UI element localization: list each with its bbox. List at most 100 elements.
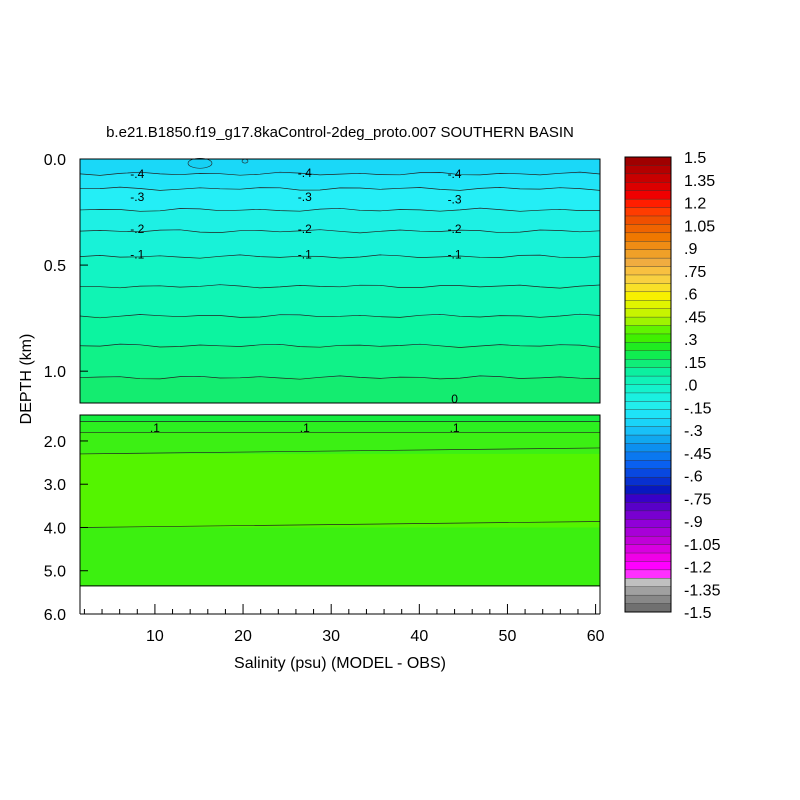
colorbar-label-20: -1.5 — [684, 605, 712, 622]
colorbar-swatch-4 — [624, 190, 672, 200]
upper-band-7 — [80, 316, 600, 347]
colorbar-swatch-11 — [624, 249, 672, 259]
colorbar-swatch-12 — [624, 257, 672, 268]
colorbar-swatch-3 — [624, 182, 672, 192]
contour-label-3: -.3 — [130, 190, 144, 204]
colorbar-frame — [624, 156, 672, 613]
lower-contour-3 — [79, 521, 601, 528]
contour-label-6: -.2 — [130, 222, 144, 236]
y-tick-label-lower-2: 4.0 — [44, 520, 66, 537]
colorbar-swatch-26 — [624, 375, 672, 385]
lower-band-2 — [80, 432, 600, 455]
colorbar-swatch-25 — [624, 367, 672, 377]
colorbar-label-4: .9 — [684, 241, 697, 258]
colorbar-swatch-10 — [624, 241, 672, 251]
upper-band-9 — [80, 377, 600, 404]
x-tick-label-3: 40 — [410, 628, 428, 645]
colorbar-swatch-30 — [624, 409, 672, 419]
y-tick-label-upper-0: 0.0 — [44, 152, 66, 169]
colorbar-swatch-5 — [624, 198, 672, 209]
contour-label-4: -.3 — [298, 190, 312, 204]
colorbar-swatch-18 — [624, 308, 672, 318]
upper-band-1 — [80, 173, 600, 190]
colorbar-swatch-28 — [624, 392, 672, 402]
contour-label-1: -.4 — [298, 166, 312, 180]
y-tick-label-lower-0: 2.0 — [44, 434, 66, 451]
colorbar-swatch-46 — [624, 544, 672, 554]
y-tick-label-lower-3: 5.0 — [44, 564, 66, 581]
colorbar-swatch-24 — [624, 359, 672, 369]
upper-band-6 — [80, 286, 600, 317]
colorbar-swatch-36 — [624, 460, 672, 470]
colorbar-swatch-35 — [624, 451, 672, 461]
upper-contour-4 — [79, 254, 601, 259]
surface-blob — [187, 157, 213, 169]
colorbar-swatch-0 — [624, 156, 672, 166]
lower-contour-2 — [79, 447, 601, 455]
contour-label-8: -.2 — [448, 222, 462, 236]
colorbar-swatch-17 — [624, 300, 672, 310]
colorbar-swatch-45 — [624, 535, 672, 546]
colorbar-label-1: 1.35 — [684, 173, 715, 190]
colorbar-swatch-43 — [624, 519, 672, 529]
upper-band-4 — [80, 231, 600, 258]
contour-label-0: -.4 — [130, 167, 144, 181]
upper-frame — [79, 158, 601, 404]
colorbar-swatch-15 — [624, 283, 672, 293]
colorbar-swatch-40 — [624, 493, 672, 503]
lower-band-0 — [80, 415, 600, 422]
contour-label-14: .1 — [300, 421, 310, 435]
colorbar-swatch-7 — [624, 215, 672, 225]
colorbar-label-5: .75 — [684, 264, 706, 281]
colorbar-swatch-42 — [624, 510, 672, 520]
lower-panel: .1 .1 .1 — [79, 414, 601, 587]
colorbar-swatch-20 — [624, 325, 672, 335]
colorbar-swatch-38 — [624, 476, 672, 487]
colorbar-label-14: -.6 — [684, 469, 703, 486]
colorbar-swatch-13 — [624, 266, 672, 276]
colorbar-swatch-34 — [624, 443, 672, 453]
upper-band-8 — [80, 345, 600, 379]
colorbar-label-6: .6 — [684, 287, 697, 304]
lower-band-4 — [80, 527, 600, 587]
colorbar-swatch-16 — [624, 291, 672, 301]
lower-band-3 — [80, 453, 600, 528]
colorbar-swatch-52 — [624, 594, 672, 605]
lower-frame — [79, 414, 601, 587]
colorbar-swatch-29 — [624, 401, 672, 411]
colorbar-swatch-19 — [624, 316, 672, 327]
colorbar-swatch-53 — [624, 603, 672, 613]
x-axis-label: Salinity (psu) (MODEL - OBS) — [234, 655, 446, 672]
contour-label-5: -.3 — [448, 192, 462, 206]
axes: 0.0 0.5 1.0 2.0 3.0 4.0 5.0 6.0 10 20 30 40 50 60 — [44, 152, 605, 645]
upper-contour-3 — [79, 229, 601, 234]
contour-label-2: -.4 — [448, 167, 462, 181]
colorbar-label-18: -1.2 — [684, 560, 712, 577]
colorbar-swatch-21 — [624, 333, 672, 343]
colorbar-label-16: -.9 — [684, 514, 703, 531]
colorbar-swatch-1 — [624, 165, 672, 175]
contour-label-11: -.1 — [448, 247, 462, 261]
colorbar-label-13: -.45 — [684, 446, 712, 463]
lower-band-1 — [80, 421, 600, 433]
upper-contour-1 — [79, 186, 601, 191]
colorbar-swatch-32 — [624, 426, 672, 436]
colorbar-label-7: .45 — [684, 309, 706, 326]
colorbar-swatch-51 — [624, 586, 672, 596]
x-tick-label-4: 50 — [499, 628, 517, 645]
colorbar-swatch-14 — [624, 274, 672, 284]
colorbar-swatch-23 — [624, 350, 672, 360]
upper-contour-8 — [79, 375, 601, 380]
colorbar-swatch-22 — [624, 342, 672, 352]
upper-panel: -.4 -.4 -.4 -.3 -.3 -.3 -.2 -.2 -.2 -.1 -.1 -.1 0 — [79, 157, 601, 406]
colorbar-swatch-31 — [624, 418, 672, 428]
contour-label-9: -.1 — [130, 247, 144, 261]
upper-band-0 — [80, 159, 600, 175]
chart-title: b.e21.B1850.f19_g17.8kaControl-2deg_prot… — [106, 124, 574, 141]
colorbar-swatch-44 — [624, 527, 672, 537]
upper-contour-6 — [79, 313, 601, 319]
colorbar: 1.5 1.35 1.2 1.05 .9 .75 .6 .45 .3 .15 .0 -.15 -.3 -.… — [624, 150, 721, 622]
upper-band-3 — [80, 209, 600, 232]
contour-label-12: 0 — [451, 392, 458, 406]
upper-band-2 — [80, 188, 600, 211]
